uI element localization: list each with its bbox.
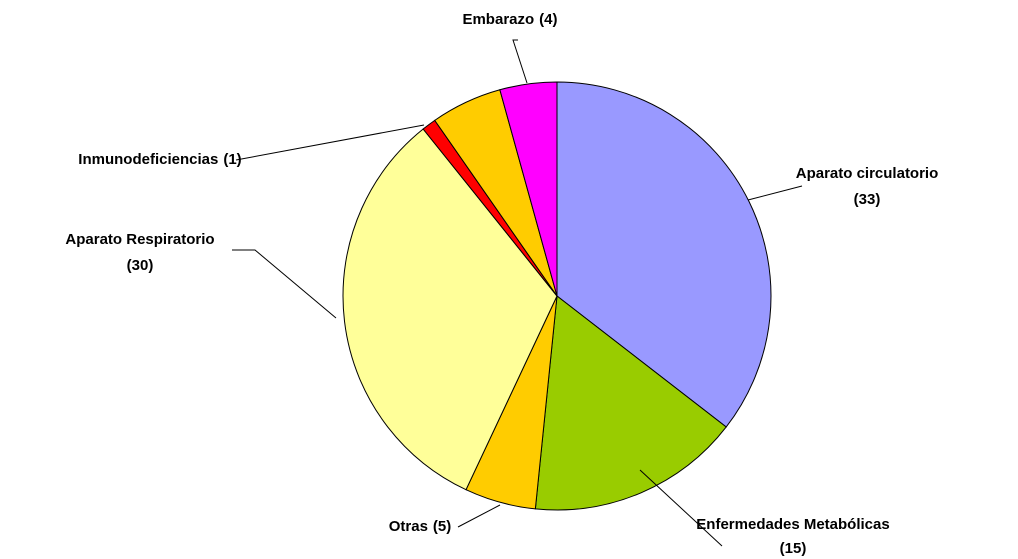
slice-category: Otras xyxy=(389,518,428,535)
pie-slice xyxy=(556,81,772,428)
slice-label: Otras (5) xyxy=(389,518,452,535)
leader-line xyxy=(747,185,803,201)
leader-line xyxy=(457,504,501,528)
leader-line xyxy=(512,39,528,84)
slice-value-label: (4) xyxy=(539,11,557,28)
slice-label: Aparato Respiratorio xyxy=(65,231,214,248)
leader-line xyxy=(232,249,337,319)
leader-line xyxy=(639,469,723,547)
pie-slice xyxy=(534,295,727,511)
slice-label: Aparato circulatorio xyxy=(796,165,939,182)
slice-value-label: (5) xyxy=(433,518,451,535)
slice-label: Inmunodeficiencias (1) xyxy=(78,151,241,168)
slice-label: Enfermedades Metabólicas xyxy=(696,516,889,533)
slice-value-label: (30) xyxy=(127,257,154,274)
slice-category: Inmunodeficiencias xyxy=(78,151,218,168)
pie-slice xyxy=(342,128,558,491)
slice-value-label: (33) xyxy=(854,191,881,208)
leader-line xyxy=(235,124,425,161)
slice-label: Embarazo (4) xyxy=(462,11,557,28)
pie-slice xyxy=(499,81,558,297)
slice-value-label: (1) xyxy=(223,151,241,168)
slice-value-label: (15) xyxy=(780,540,807,557)
slice-category: Embarazo xyxy=(462,11,534,28)
